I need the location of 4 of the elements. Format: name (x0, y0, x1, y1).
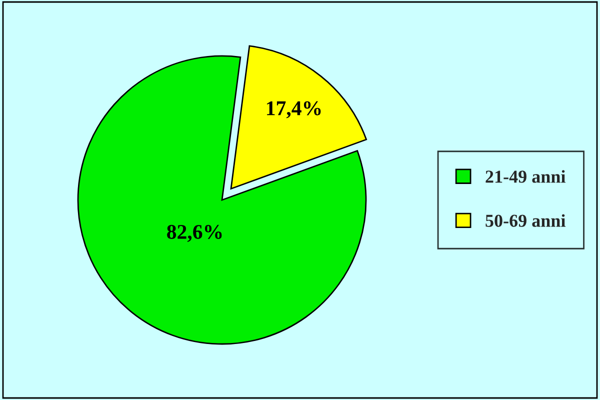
data-label: 82,6% (167, 224, 222, 242)
data-label: 17,4% (267, 101, 321, 118)
legend-label: 50-69 anni (486, 214, 566, 227)
legend-label: 21-49 anni (486, 170, 566, 183)
